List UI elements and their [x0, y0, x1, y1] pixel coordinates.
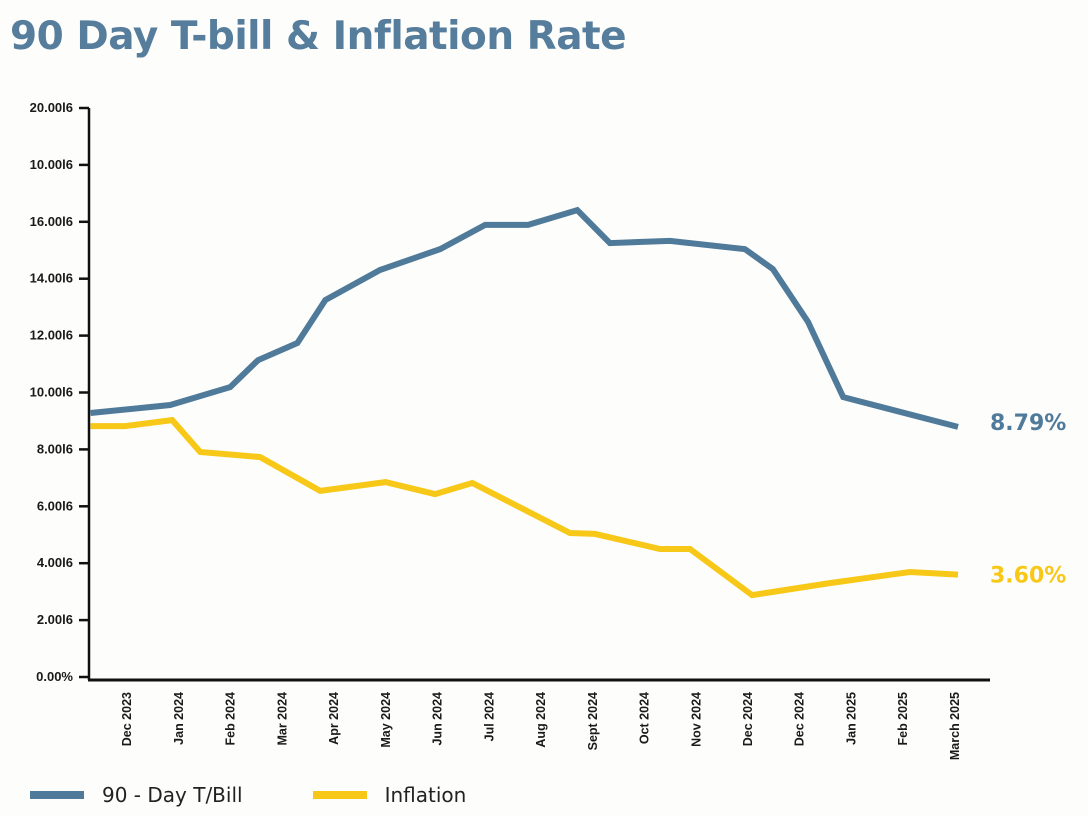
y-tick-label: 12.00l6 — [30, 328, 73, 343]
x-tick-label: Jan 2025 — [844, 692, 858, 745]
x-tick-label: Feb 2025 — [896, 692, 910, 746]
x-tick-label: Apr 2024 — [327, 692, 341, 745]
chart-title: 90 Day T-bill & Inflation Rate — [10, 14, 627, 59]
legend-item-inflation: Inflation — [312, 783, 467, 807]
y-tick-label: 8.00l6 — [37, 441, 73, 456]
x-tick-label: Feb 2024 — [224, 692, 238, 746]
x-tick-label: Mar 2024 — [275, 692, 289, 746]
y-tick-label: 14.00l6 — [30, 271, 73, 286]
y-tick-label: 16.00l6 — [30, 214, 73, 229]
end-value-label-inflation: 3.60% — [990, 564, 1066, 589]
y-tick-label: 0.00% — [36, 669, 73, 684]
x-tick-label: May 2024 — [379, 692, 393, 748]
legend-label-tbill: 90 - Day T/Bill — [102, 783, 243, 807]
x-tick-label: March 2025 — [948, 692, 962, 760]
x-tick-label: Jun 2024 — [431, 692, 445, 746]
x-tick-label: Aug 2024 — [534, 692, 548, 748]
y-tick-label: 10.00l6 — [30, 385, 73, 400]
series-lines — [90, 206, 959, 599]
y-tick-label: 10.00l6 — [30, 157, 73, 172]
x-tick-label: Dec 2023 — [120, 692, 134, 746]
x-tick-label: Nov 2024 — [689, 692, 703, 747]
legend-label-inflation: Inflation — [384, 783, 467, 807]
legend-item-tbill: 90 - Day T/Bill — [30, 783, 243, 807]
x-tick-label: Jul 2024 — [482, 692, 496, 741]
y-tick-label: 4.00l6 — [37, 555, 73, 570]
x-tick-label: Dec 2024 — [741, 692, 755, 746]
x-tick-label: Jan 2024 — [172, 692, 186, 745]
legend-swatch-inflation — [312, 791, 367, 799]
series-line-tbill — [90, 206, 959, 430]
x-tick-label: Sept 2024 — [586, 692, 600, 750]
legend-swatch-tbill — [30, 791, 84, 799]
y-tick-label: 6.00l6 — [37, 498, 73, 513]
x-tick-label: Oct 2024 — [638, 692, 652, 744]
x-axis: Dec 2023 Jan 2024 Feb 2024 Mar 2024 Apr 2024… — [88, 678, 990, 760]
y-tick-label: 2.00l6 — [37, 612, 73, 627]
series-line-inflation — [90, 416, 959, 599]
end-value-label-tbill: 8.79% — [990, 411, 1066, 436]
end-labels: 8.79% 3.60% — [990, 411, 1066, 589]
x-tick-label: Dec 2024 — [793, 692, 807, 746]
legend: 90 - Day T/Bill Inflation — [30, 780, 536, 810]
y-axis: 0.00% 2.00l6 4.00l6 6.00l6 8.00l6 10.00l6 12.0… — [30, 100, 91, 684]
y-tick-label: 20.00l6 — [30, 100, 73, 115]
